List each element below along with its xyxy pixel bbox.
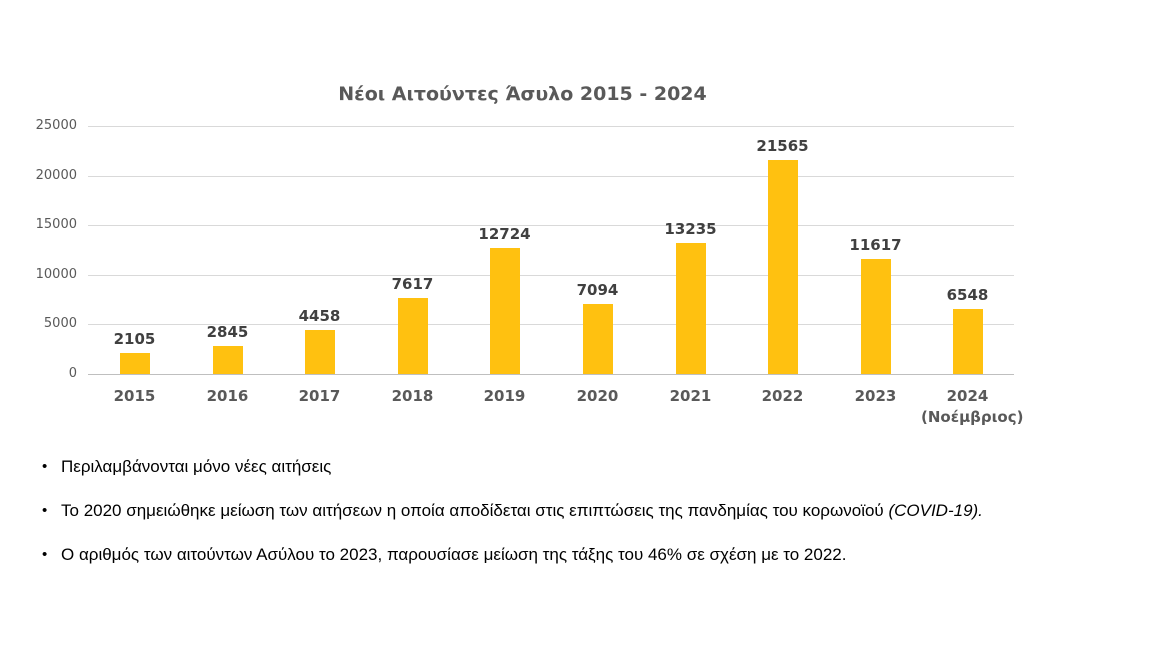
x-tick-year: 2016 — [206, 387, 249, 405]
x-tick-year: 2022 — [761, 387, 804, 405]
x-tick-year: 2021 — [669, 387, 712, 405]
bar-value-label: 13235 — [664, 220, 717, 238]
x-tick-label: 2023 — [829, 386, 922, 407]
x-tick-year: 2015 — [113, 387, 156, 405]
x-tick-year: 2018 — [391, 387, 434, 405]
bar-column: 2845 — [181, 126, 274, 374]
bar-column: 21565 — [736, 126, 829, 374]
bar-column: 11617 — [829, 126, 922, 374]
bar-column: 7617 — [366, 126, 459, 374]
bar-value-label: 7617 — [391, 275, 434, 293]
bar-value-label: 2845 — [206, 323, 249, 341]
bar — [767, 160, 798, 374]
y-tick-label: 10000 — [35, 267, 77, 282]
bar-value-label: 12724 — [478, 225, 531, 243]
notes-list: Περιλαμβάνονται μόνο νέες αιτήσεις Το 202… — [40, 456, 1132, 588]
y-tick-label: 25000 — [35, 118, 77, 133]
note-text: Το 2020 σημειώθηκε μείωση των αιτήσεων η… — [61, 501, 889, 520]
gridline — [88, 324, 1014, 325]
note-text: Περιλαμβάνονται μόνο νέες αιτήσεις — [61, 457, 332, 476]
x-tick-sublabel: (Νοέμβριος) — [921, 408, 1024, 426]
x-tick-label: 2016 — [181, 386, 274, 407]
bar — [119, 353, 150, 374]
bar-value-label: 7094 — [576, 281, 619, 299]
x-tick-year: 2017 — [298, 387, 341, 405]
y-tick-label: 20000 — [35, 168, 77, 183]
bar — [304, 330, 335, 374]
x-tick-label: 2018 — [366, 386, 459, 407]
x-tick-label: 2020 — [551, 386, 644, 407]
x-tick-label: 2024 (Νοέμβριος) — [921, 386, 1024, 428]
x-tick-year: 2023 — [854, 387, 897, 405]
bar — [489, 248, 520, 374]
note-item: Το 2020 σημειώθηκε μείωση των αιτήσεων η… — [40, 500, 1132, 522]
x-tick-year: 2020 — [576, 387, 619, 405]
gridline — [88, 176, 1014, 177]
bar-column: 2105 — [88, 126, 181, 374]
bar — [860, 259, 891, 374]
bar-column: 7094 — [551, 126, 644, 374]
bar — [582, 304, 613, 374]
gridline — [88, 275, 1014, 276]
bar-value-label: 4458 — [298, 307, 341, 325]
x-tick-label: 2022 — [736, 386, 829, 407]
x-axis: 2015 2016 2017 2018 2019 2020 2021 2022 2023 2024… — [88, 386, 1024, 436]
bar-column: 12724 — [458, 126, 551, 374]
bar-value-label: 6548 — [946, 286, 989, 304]
bar — [212, 346, 243, 374]
bar-column: 6548 — [921, 126, 1014, 374]
x-tick-year: 2024 — [946, 387, 989, 405]
x-tick-year: 2019 — [483, 387, 526, 405]
gridline — [88, 126, 1014, 127]
note-text-italic: (COVID-19). — [888, 501, 983, 520]
plot-area: 2105 2845 4458 7617 12724 7094 13235 21565 11617… — [88, 126, 1014, 375]
chart-title: Νέοι Αιτούντες Άσυλο 2015 - 2024 — [338, 83, 707, 105]
bar — [675, 243, 706, 374]
gridline — [88, 225, 1014, 226]
bar-value-label: 2105 — [113, 330, 156, 348]
bar-column: 4458 — [273, 126, 366, 374]
bar-column: 13235 — [644, 126, 737, 374]
x-tick-label: 2017 — [273, 386, 366, 407]
note-item: Περιλαμβάνονται μόνο νέες αιτήσεις — [40, 456, 1132, 478]
y-tick-label: 5000 — [43, 316, 77, 331]
note-item: Ο αριθμός των αιτούντων Ασύλου το 2023, … — [40, 544, 1132, 566]
bar — [952, 309, 983, 374]
note-text: Ο αριθμός των αιτούντων Ασύλου το 2023, … — [61, 545, 847, 564]
y-tick-label: 15000 — [35, 217, 77, 232]
bar — [397, 298, 428, 374]
x-tick-label: 2015 — [88, 386, 181, 407]
x-tick-label: 2019 — [458, 386, 551, 407]
bar-value-label: 11617 — [849, 236, 902, 254]
y-tick-label: 0 — [68, 366, 77, 381]
bar-value-label: 21565 — [756, 137, 809, 155]
x-tick-label: 2021 — [644, 386, 737, 407]
